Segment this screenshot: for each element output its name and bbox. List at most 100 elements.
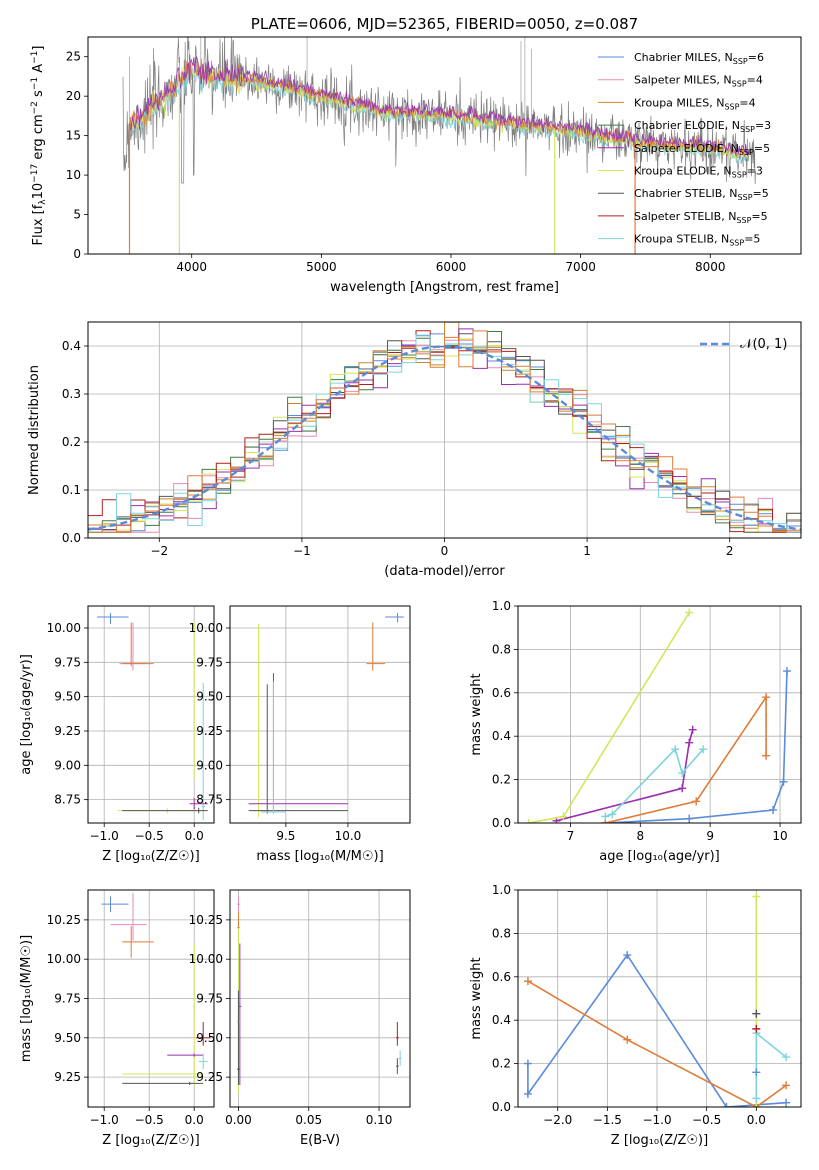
x-axis-label: age [log₁₀(age/yr)]: [599, 849, 720, 864]
plot-area: [122, 37, 756, 254]
tick-label-y: 0.2: [492, 773, 511, 787]
tick-label-x: 9.5: [276, 829, 295, 843]
tick-label-y: 9.25: [196, 1070, 223, 1084]
x-axis-label: Z [log₁₀(Z/Z☉)]: [102, 1133, 199, 1148]
tick-label-y: 10.00: [47, 621, 81, 635]
axes-frame: [87, 889, 215, 1108]
tick-label-y: 0.8: [492, 926, 511, 940]
tick-label-x: 6000: [436, 260, 467, 274]
tick-label-x: 10: [772, 829, 787, 843]
legend-text: Kroupa ELODIE, N: [634, 165, 732, 178]
residuals-panel: −2 −1 0 1 2 0.0 0.1 0.2 0.3 0.4 (data-model)/error…: [27, 321, 802, 579]
plot-area: [523, 892, 791, 1107]
legend-text: Chabrier ELODIE, N: [634, 119, 740, 132]
weight-marker: [752, 1024, 761, 1033]
tick-label-y: 15: [66, 129, 81, 143]
tick-label-y: 0.0: [492, 1100, 511, 1114]
axes-frame: [229, 889, 411, 1108]
weight-marker: [559, 812, 568, 821]
axes-frame: [87, 605, 215, 824]
tick-label-y: 9.50: [196, 1031, 223, 1045]
legend-text: Salpeter MILES, N: [634, 74, 732, 87]
tick-label-y: 25: [66, 50, 81, 64]
tick-label-x: −1: [293, 544, 311, 558]
plot-area: [88, 322, 801, 533]
weight-marker: [752, 1103, 761, 1107]
tick-label-x: −2.0: [543, 1113, 572, 1127]
tick-label-y: 10.25: [47, 913, 81, 927]
tick-label-y: 9.25: [54, 724, 81, 738]
legend-subscript: SSP: [732, 171, 747, 180]
weight-series-line: [605, 694, 767, 823]
tick-label-x: 10.0: [335, 829, 362, 843]
tick-label-x: 0.0: [185, 829, 204, 843]
model-spectrum-line: [129, 55, 749, 157]
plot-area: [237, 896, 402, 1093]
tick-label-y: 10: [66, 168, 81, 182]
y-axis-label-part: −1: [30, 51, 40, 64]
weight-marker: [678, 784, 687, 793]
legend-text: Salpeter ELODIE, N: [634, 142, 739, 155]
axes-frame: [87, 321, 802, 539]
y-axis-label-part: Flux [f: [31, 204, 46, 245]
legend-value: =4: [739, 96, 755, 109]
tick-label-y: 0.2: [492, 1057, 511, 1071]
tick-label-y: 0.2: [62, 435, 81, 449]
weight-marker: [685, 738, 694, 747]
weight-marker: [752, 1009, 761, 1018]
tick-label-x: 0.10: [366, 1113, 393, 1127]
x-axis-label: E(B-V): [300, 1133, 340, 1148]
legend-entry: Kroupa ELODIE, NSSP=3: [634, 165, 763, 180]
tick-label-y: 9.75: [54, 655, 81, 669]
legend-entry: Salpeter MILES, NSSP=4: [634, 74, 763, 89]
weight-marker: [523, 1059, 532, 1068]
weight-marker: [601, 812, 610, 821]
y-axis-label-part: ]: [31, 46, 46, 51]
tick-label-x: −1.5: [593, 1113, 622, 1127]
y-axis-label-part: A: [31, 64, 46, 77]
legend-entry: 𝒩(0, 1): [740, 337, 787, 352]
tick-label-y: 0.4: [62, 339, 81, 353]
tick-label-x: 1: [583, 544, 591, 558]
y-axis-label: mass weight: [469, 673, 484, 755]
legend-subscript: SSP: [739, 148, 754, 157]
weight-marker: [762, 751, 771, 760]
legend-subscript: SSP: [724, 102, 739, 111]
tick-label-x: −0.5: [135, 829, 164, 843]
tick-label-y: 8.75: [54, 793, 81, 807]
mass-vs-ebv-panel: 0.00 0.05 0.10 9.25 9.50 9.75 10.00 10.25 E(B-V): [189, 889, 411, 1148]
tick-label-y: 0.8: [492, 642, 511, 656]
tick-label-y: 0.0: [62, 531, 81, 545]
tick-label-y: 0: [73, 247, 81, 261]
tick-label-y: 0.3: [62, 387, 81, 401]
weight-series-line: [528, 612, 690, 823]
legend-value: =5: [744, 233, 760, 246]
weight-marker: [524, 819, 533, 823]
tick-label-x: −1.0: [90, 829, 119, 843]
legend-entry: Kroupa STELIB, NSSP=5: [634, 233, 760, 248]
weight-marker: [685, 814, 694, 823]
weight-marker: [752, 1094, 761, 1103]
tick-label-y: 0.1: [62, 483, 81, 497]
weight-series-line: [527, 980, 787, 1107]
tick-label-y: 1.0: [492, 883, 511, 897]
plot-area: [97, 612, 208, 821]
weight-marker: [608, 810, 617, 819]
weight-marker: [523, 1089, 532, 1098]
chart-title: PLATE=0606, MJD=52365, FIBERID=0050, z=0…: [251, 15, 638, 33]
axes-frame: [517, 605, 802, 824]
legend-entry: Chabrier MILES, NSSP=6: [634, 51, 764, 66]
legend-entry: Chabrier STELIB, NSSP=5: [634, 187, 769, 202]
x-axis-label: (data-model)/error: [384, 564, 505, 579]
weight-marker: [685, 608, 694, 617]
y-axis-label-part: −1: [30, 77, 40, 90]
tick-label-x: −1.0: [642, 1113, 671, 1127]
y-axis-label-part: λ: [38, 199, 48, 205]
tick-label-y: 10.00: [189, 952, 223, 966]
weight-marker: [688, 725, 697, 734]
tick-label-y: 1.0: [492, 599, 511, 613]
weight-marker: [782, 1098, 791, 1107]
weight-marker: [722, 1103, 731, 1107]
tick-label-y: 9.75: [196, 655, 223, 669]
tick-label-x: −1.0: [90, 1113, 119, 1127]
